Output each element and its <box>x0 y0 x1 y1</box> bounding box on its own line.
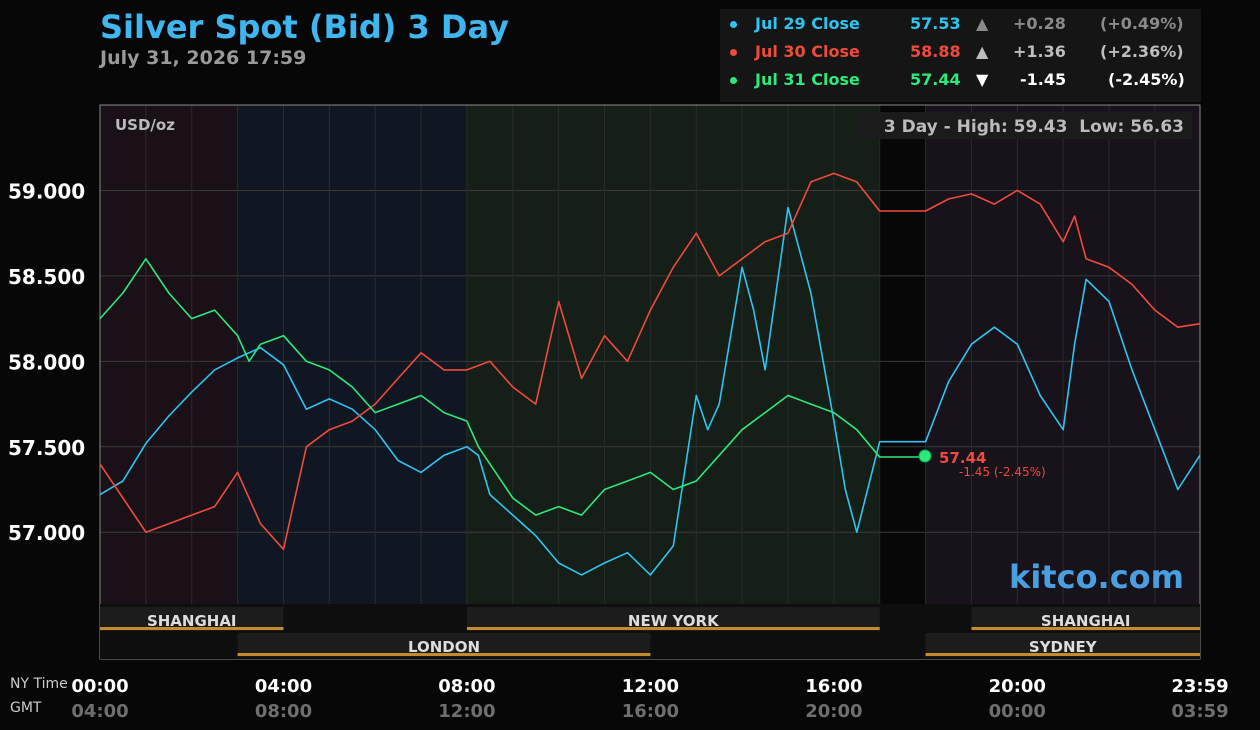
x-tick-label-ny: 23:59 <box>1171 676 1228 697</box>
legend-price: 57.44 <box>910 70 961 89</box>
legend-arrow-icon: ▲ <box>976 14 989 33</box>
session-bars: SHANGHAI NEW YORK SHANGHAI LONDON SYDNEY <box>100 604 1200 659</box>
last-price-label: 57.44 <box>939 449 986 467</box>
y-tick-label: 58.000 <box>8 350 85 374</box>
legend-change: +0.28 <box>1013 14 1066 33</box>
last-price-marker <box>918 449 932 463</box>
legend-label: Jul 30 Close <box>755 42 860 61</box>
legend-percent: (+0.49%) <box>1100 14 1184 33</box>
x-tick-label-gmt: 12:00 <box>438 701 495 722</box>
legend-dot-icon <box>730 21 737 28</box>
ny-time-label: NY Time <box>10 676 68 692</box>
session-bar-line <box>237 653 651 656</box>
legend-row-jul30: Jul 30 Close 58.88 ▲ +1.36 (+2.36%) <box>720 39 1201 65</box>
legend-change: +1.36 <box>1013 42 1066 61</box>
legend-price: 57.53 <box>910 14 961 33</box>
session-bar-line <box>971 627 1200 630</box>
session-label: SHANGHAI <box>147 612 237 630</box>
session-label: SYDNEY <box>1029 638 1098 656</box>
legend-percent: (-2.45%) <box>1108 70 1185 89</box>
high-low-box <box>858 112 1192 139</box>
bg-band-newyork <box>466 105 879 604</box>
y-tick-label: 57.000 <box>8 521 85 545</box>
x-axis: 00:00 04:00 04:00 08:00 08:00 12:00 12:00 16:00… <box>71 676 1228 722</box>
x-tick-label-gmt: 08:00 <box>255 701 312 722</box>
session-label: NEW YORK <box>628 612 720 630</box>
chart-title: Silver Spot (Bid) 3 Day <box>100 8 509 46</box>
watermark: kitco.com <box>1009 558 1184 596</box>
legend-arrow-icon: ▲ <box>976 42 989 61</box>
y-tick-label: 58.500 <box>8 265 85 289</box>
series-line-jul-30-close <box>99 172 1201 551</box>
session-bar-line <box>100 627 284 630</box>
x-tick-label-ny: 12:00 <box>622 676 679 697</box>
bg-band-evening <box>925 105 1200 604</box>
x-tick-label-gmt: 20:00 <box>805 701 862 722</box>
legend-row-jul31: Jul 31 Close 57.44 ▼ -1.45 (-2.45%) <box>720 67 1201 93</box>
legend-percent: (+2.36%) <box>1100 42 1184 61</box>
legend: Jul 29 Close 57.53 ▲ +0.28 (+0.49%) Jul … <box>720 9 1201 102</box>
y-axis: 57.000 57.500 58.000 58.500 59.000 <box>8 179 85 545</box>
x-tick-label-gmt: 04:00 <box>71 701 128 722</box>
x-tick-label-ny: 00:00 <box>71 676 128 697</box>
legend-price: 58.88 <box>910 42 961 61</box>
legend-arrow-icon: ▼ <box>976 70 989 89</box>
legend-row-jul29: Jul 29 Close 57.53 ▲ +0.28 (+0.49%) <box>720 11 1201 37</box>
last-change-label: -1.45 (-2.45%) <box>959 465 1046 479</box>
x-tick-label-gmt: 00:00 <box>989 701 1046 722</box>
chart-timestamp: July 31, 2026 17:59 <box>100 47 307 69</box>
session-label: SHANGHAI <box>1041 612 1131 630</box>
gmt-label: GMT <box>10 700 42 716</box>
session-bar-line <box>466 627 880 630</box>
x-tick-label-ny: 08:00 <box>438 676 495 697</box>
unit-label: USD/oz <box>115 116 175 134</box>
legend-label: Jul 31 Close <box>755 70 860 89</box>
legend-dot-icon <box>730 77 737 84</box>
session-bar-line <box>925 653 1200 656</box>
x-tick-label-gmt: 03:59 <box>1171 701 1228 722</box>
x-tick-label-ny: 20:00 <box>989 676 1046 697</box>
legend-label: Jul 29 Close <box>755 14 860 33</box>
high-low-text: 3 Day - High: 59.43 Low: 56.63 <box>884 117 1184 137</box>
series-line-jul-31-close <box>99 257 926 516</box>
series-line-jul-29-close <box>99 206 1201 576</box>
bg-band-shanghai-early <box>100 105 237 604</box>
grid <box>100 105 1200 604</box>
session-label: LONDON <box>408 638 480 656</box>
x-tick-label-ny: 16:00 <box>805 676 862 697</box>
x-tick-label-ny: 04:00 <box>255 676 312 697</box>
legend-dot-icon <box>730 49 737 56</box>
x-tick-label-gmt: 16:00 <box>622 701 679 722</box>
legend-change: -1.45 <box>1020 70 1067 89</box>
bg-band-london <box>237 105 466 604</box>
y-tick-label: 57.500 <box>8 436 85 460</box>
y-tick-label: 59.000 <box>8 179 85 203</box>
series-lines <box>99 172 1201 576</box>
